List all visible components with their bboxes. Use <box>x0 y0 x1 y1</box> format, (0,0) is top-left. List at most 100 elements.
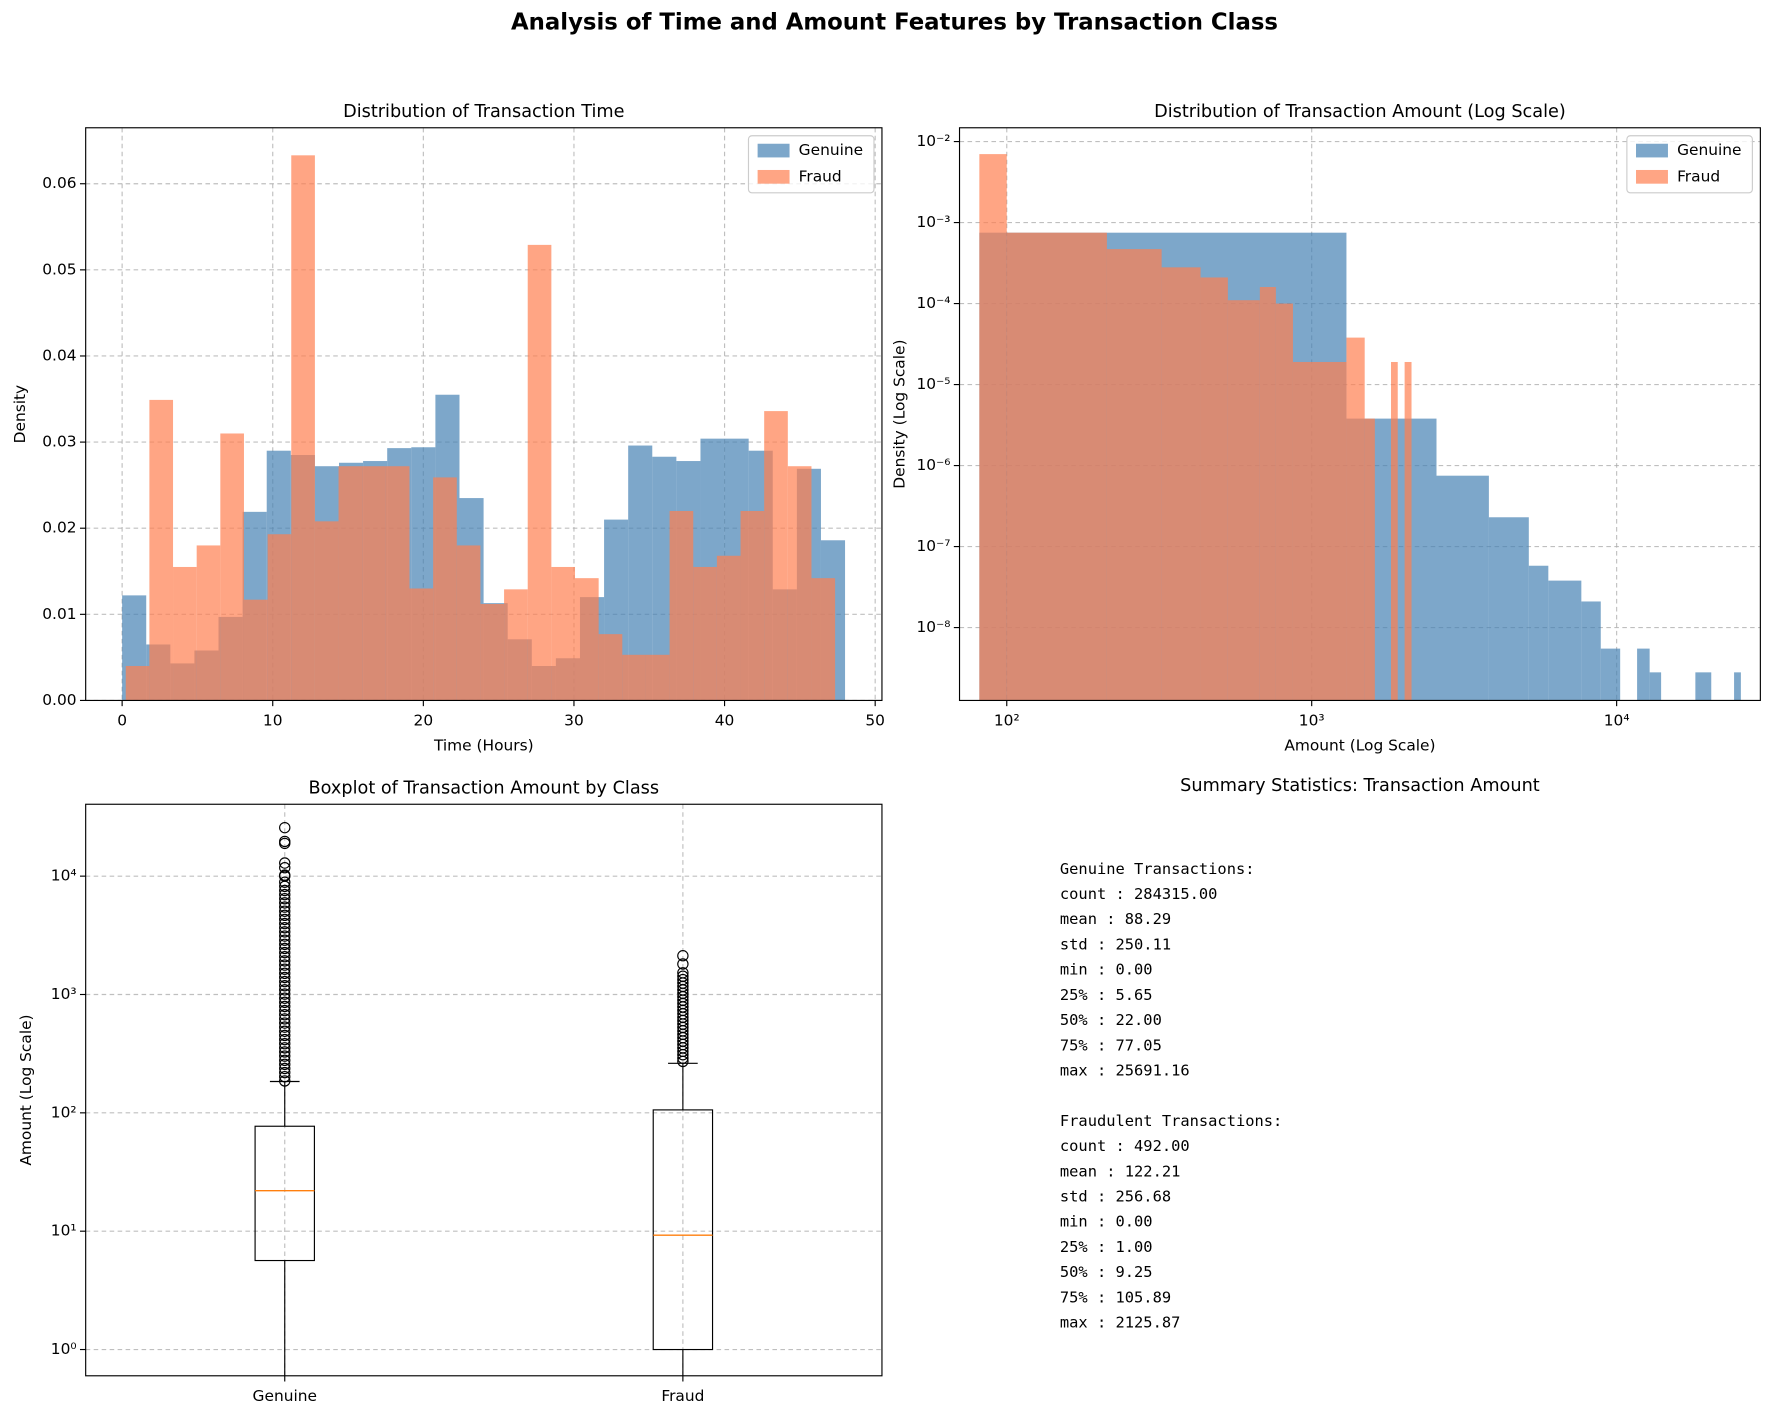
histogram-bar <box>1275 303 1293 701</box>
stat-line: 50% : 22.00 <box>1060 1011 1162 1029</box>
flier <box>279 1046 291 1058</box>
flier <box>279 869 291 881</box>
flier <box>279 897 291 909</box>
flier <box>279 946 291 959</box>
flier <box>279 888 291 901</box>
x-tick-label: 20 <box>414 711 434 729</box>
flier <box>279 926 291 938</box>
histogram-bar <box>314 521 339 701</box>
histogram-bar <box>1404 361 1412 701</box>
legend-swatch <box>757 143 790 158</box>
flier <box>279 901 291 913</box>
flier <box>279 905 291 917</box>
flier <box>279 934 291 946</box>
flier <box>279 922 291 934</box>
y-tick-label: 0.04 <box>42 346 76 364</box>
histogram-bar <box>1006 232 1107 701</box>
histogram-bar <box>220 433 244 701</box>
y-tick-label: 10¹ <box>51 1222 77 1240</box>
flier <box>279 959 291 971</box>
flier <box>279 971 291 984</box>
histogram-bar <box>338 466 363 701</box>
y-tick-label: 10³ <box>51 985 77 1003</box>
flier <box>279 1042 291 1054</box>
histogram-bar <box>1106 249 1162 701</box>
x-tick-label: 10² <box>994 711 1020 729</box>
flier <box>279 1033 291 1046</box>
flier <box>279 1000 291 1013</box>
section-heading: Genuine Transactions: <box>1060 860 1255 878</box>
histogram-bar <box>456 545 481 701</box>
histogram-bar <box>1436 475 1489 701</box>
y-axis-label: Amount (Log Scale) <box>17 1014 35 1165</box>
x-tick-label: 10 <box>263 711 283 729</box>
stat-line: 75% : 105.89 <box>1060 1288 1171 1306</box>
y-tick-label: 10² <box>51 1103 77 1121</box>
histogram-bar <box>196 545 221 701</box>
histogram-bar <box>1259 287 1276 701</box>
stat-line: max : 2125.87 <box>1060 1314 1180 1332</box>
histogram-bar <box>1292 361 1347 701</box>
histogram-bar <box>527 244 552 701</box>
histogram-bar <box>480 603 505 701</box>
y-tick-label: 10⁻⁷ <box>917 537 951 555</box>
legend-label: Genuine <box>1677 141 1741 159</box>
y-tick-label: 10⁻⁴ <box>917 294 951 312</box>
histogram-bar <box>1581 601 1601 701</box>
y-axis-label: Density <box>11 385 29 444</box>
histogram-bar <box>1620 700 1637 1418</box>
y-tick-label: 0.06 <box>42 174 76 192</box>
stat-line: mean : 88.29 <box>1060 910 1171 928</box>
flier <box>279 1013 291 1025</box>
legend-swatch <box>757 169 790 184</box>
flier <box>279 893 291 905</box>
histogram-bar <box>1398 700 1405 1418</box>
stat-line: min : 0.00 <box>1060 961 1153 979</box>
histogram-bar <box>622 654 646 701</box>
histogram-bar <box>716 555 741 701</box>
x-tick-label: 30 <box>564 711 584 729</box>
flier <box>279 963 291 975</box>
section-heading: Fraudulent Transactions: <box>1060 1112 1282 1130</box>
histogram-bar <box>1161 267 1201 701</box>
x-axis-label: Time (Hours) <box>433 737 534 755</box>
y-tick-label: 10⁻⁸ <box>917 618 951 636</box>
subplot-title: Distribution of Transaction Time <box>343 102 624 122</box>
histogram-bar <box>362 466 386 701</box>
x-tick-label: 50 <box>865 711 885 729</box>
histogram-bar <box>1548 580 1582 701</box>
stat-line: 75% : 77.05 <box>1060 1036 1162 1054</box>
flier <box>279 1025 291 1037</box>
histogram-bar <box>740 510 765 701</box>
flier <box>279 955 291 967</box>
axes-frame <box>958 127 1761 702</box>
histogram-bar <box>1227 300 1260 701</box>
box <box>652 1109 714 1351</box>
flier <box>677 958 689 970</box>
subplot-title: Distribution of Transaction Amount (Log … <box>1154 102 1566 122</box>
x-axis-label: Amount (Log Scale) <box>1284 737 1435 755</box>
histogram-bar <box>1695 672 1712 701</box>
histogram-bar <box>1637 648 1650 701</box>
histogram-bar <box>433 477 457 701</box>
histogram-bar <box>811 578 836 701</box>
y-tick-label: 10⁴ <box>51 867 77 885</box>
stat-line: count : 492.00 <box>1060 1137 1190 1155</box>
x-tick-label: 0 <box>117 711 127 729</box>
flier <box>279 861 291 874</box>
histogram-bar <box>1488 517 1529 701</box>
legend-swatch <box>1636 169 1668 184</box>
legend-label: Fraud <box>799 167 842 185</box>
histogram-bar <box>1600 648 1621 701</box>
histogram-bar <box>267 534 292 701</box>
histogram-bar <box>1661 700 1695 1418</box>
flier <box>279 1004 291 1017</box>
y-tick-label: 10⁻² <box>917 132 951 150</box>
flier <box>279 913 291 926</box>
flier <box>279 967 291 980</box>
histogram-bar <box>504 589 528 701</box>
x-tick-label: 10³ <box>1299 711 1325 729</box>
x-tick-label: Fraud <box>661 1387 704 1405</box>
histogram-bar <box>1200 277 1228 701</box>
